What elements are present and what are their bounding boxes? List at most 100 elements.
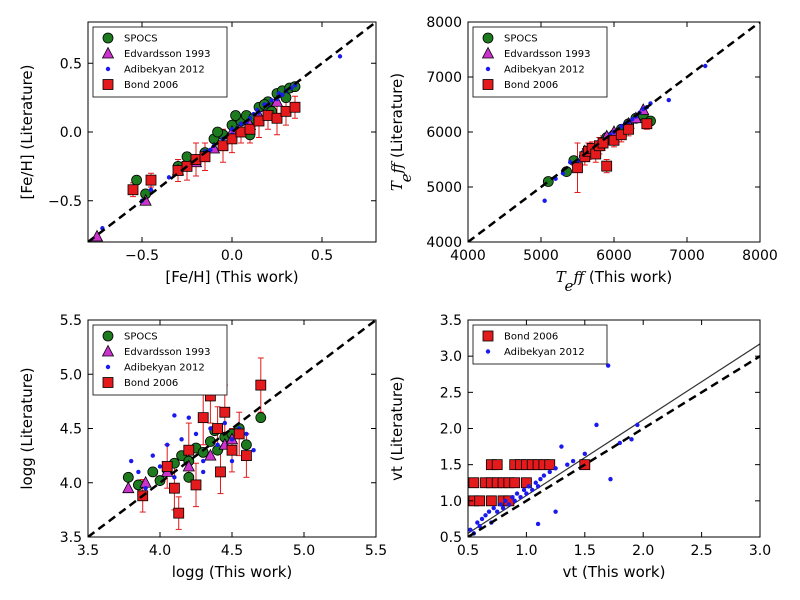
y-tick-label: −0.5 [48, 194, 82, 210]
plot-area [88, 22, 376, 242]
point-spocs [240, 439, 252, 451]
point-adibekyan-2012 [560, 171, 566, 176]
point-adibekyan-2012 [337, 54, 343, 59]
point-adibekyan-2012 [477, 523, 482, 529]
y-axis-label: [Fe/H] (Literature) [18, 65, 36, 200]
point-bond-2006 [226, 133, 238, 145]
y-tick-label: 3.5 [440, 313, 462, 329]
point-adibekyan-2012 [229, 458, 235, 464]
legend-label: SPOCS [124, 332, 158, 343]
legend-box [472, 26, 608, 98]
legend-marker [102, 32, 114, 44]
legend-marker [105, 66, 111, 72]
x-tick-label: 2.0 [632, 543, 654, 559]
legend-box [472, 324, 608, 365]
point-adibekyan-2012 [541, 473, 547, 478]
x-tick-label: 1.0 [515, 543, 537, 559]
point-bond-2006 [262, 110, 274, 121]
point-adibekyan-2012 [526, 484, 531, 489]
point-bond-2006 [491, 459, 503, 471]
x-axis-label: logg (This work) [172, 563, 293, 581]
legend-marker [102, 330, 114, 342]
y-tick-label: 4000 [426, 235, 462, 251]
x-tick-label: 3.5 [77, 543, 99, 559]
point-bond-2006 [190, 479, 202, 491]
y-axis-label-text: (Literature) [388, 73, 406, 158]
legend-label: Bond 2006 [124, 80, 178, 91]
y-tick-label: 5000 [426, 180, 462, 196]
point-adibekyan-2012 [136, 469, 141, 475]
legend-label: Edvardsson 1993 [124, 347, 211, 358]
point-adibekyan-2012 [547, 469, 552, 475]
point-bond-2006 [219, 406, 231, 418]
point-bond-2006 [255, 379, 267, 391]
point-adibekyan-2012 [512, 498, 517, 504]
point-bond-2006 [521, 477, 532, 489]
point-bond-2006 [244, 123, 256, 135]
point-edvardsson-1993 [204, 448, 217, 461]
point-adibekyan-2012 [506, 502, 512, 507]
point-adibekyan-2012 [535, 521, 541, 527]
point-adibekyan-2012 [553, 509, 558, 514]
point-bond-2006 [145, 174, 157, 186]
point-adibekyan-2012 [619, 124, 624, 129]
point-adibekyan-2012 [150, 453, 155, 458]
point-bond-2006 [212, 423, 224, 434]
point-adibekyan-2012 [244, 431, 249, 437]
point-spocs [255, 412, 267, 424]
x-axis-label: Teff (This work) [556, 268, 673, 295]
point-bond-2006 [623, 123, 634, 135]
point-adibekyan-2012 [186, 415, 191, 420]
y-tick-label: 5.5 [60, 313, 82, 329]
point-spocs [181, 151, 193, 163]
point-adibekyan-2012 [201, 469, 206, 475]
point-adibekyan-2012 [280, 92, 285, 98]
point-adibekyan-2012 [530, 487, 535, 493]
one-to-one-line [468, 355, 760, 537]
point-bond-2006 [615, 129, 627, 141]
x-axis-label-text: (This work) [589, 268, 672, 286]
point-adibekyan-2012 [229, 437, 235, 442]
point-adibekyan-2012 [605, 363, 611, 368]
point-bond-2006 [544, 459, 556, 471]
legend-marker [481, 46, 495, 59]
x-axis-label: vt (This work) [563, 563, 666, 581]
point-bond-2006 [233, 428, 245, 440]
legend-marker [482, 32, 494, 44]
legend-label: SPOCS [504, 34, 538, 45]
point-adibekyan-2012 [251, 448, 256, 453]
point-bond-2006 [474, 495, 486, 507]
legend-marker [482, 330, 494, 342]
y-tick-label: 4.5 [60, 422, 82, 438]
point-bond-2006 [601, 160, 613, 172]
y-axis-label: logg (Literature) [18, 367, 36, 489]
x-tick-label: 5.5 [365, 543, 387, 559]
y-tick-label: 4.0 [60, 476, 82, 492]
point-adibekyan-2012 [208, 426, 213, 431]
point-adibekyan-2012 [238, 121, 244, 126]
point-adibekyan-2012 [559, 444, 564, 449]
legend-label: Bond 2006 [504, 80, 558, 91]
plot-area [468, 343, 760, 537]
y-tick-label: 7000 [426, 70, 462, 86]
point-adibekyan-2012 [500, 505, 506, 511]
y-axis-label-math2: ff [388, 158, 406, 174]
x-axis-label: [Fe/H] (This work) [165, 268, 298, 286]
point-adibekyan-2012 [208, 147, 213, 153]
y-tick-label: 5.0 [60, 367, 82, 383]
x-tick-label: 4.5 [221, 543, 243, 559]
x-tick-label: 5000 [523, 248, 559, 264]
point-adibekyan-2012 [553, 466, 558, 471]
point-spocs [154, 475, 166, 486]
point-bond-2006 [289, 101, 301, 113]
x-tick-label: 1.5 [574, 543, 596, 559]
x-axis-label-math: T [556, 268, 567, 286]
point-adibekyan-2012 [518, 495, 523, 500]
y-axis-label-sub: e [397, 173, 415, 182]
legend-box [92, 324, 228, 396]
point-adibekyan-2012 [148, 187, 154, 192]
legend-marker [102, 79, 114, 90]
y-axis-label: Teff (Literature) [388, 73, 415, 191]
y-tick-label: 2.5 [440, 385, 462, 401]
